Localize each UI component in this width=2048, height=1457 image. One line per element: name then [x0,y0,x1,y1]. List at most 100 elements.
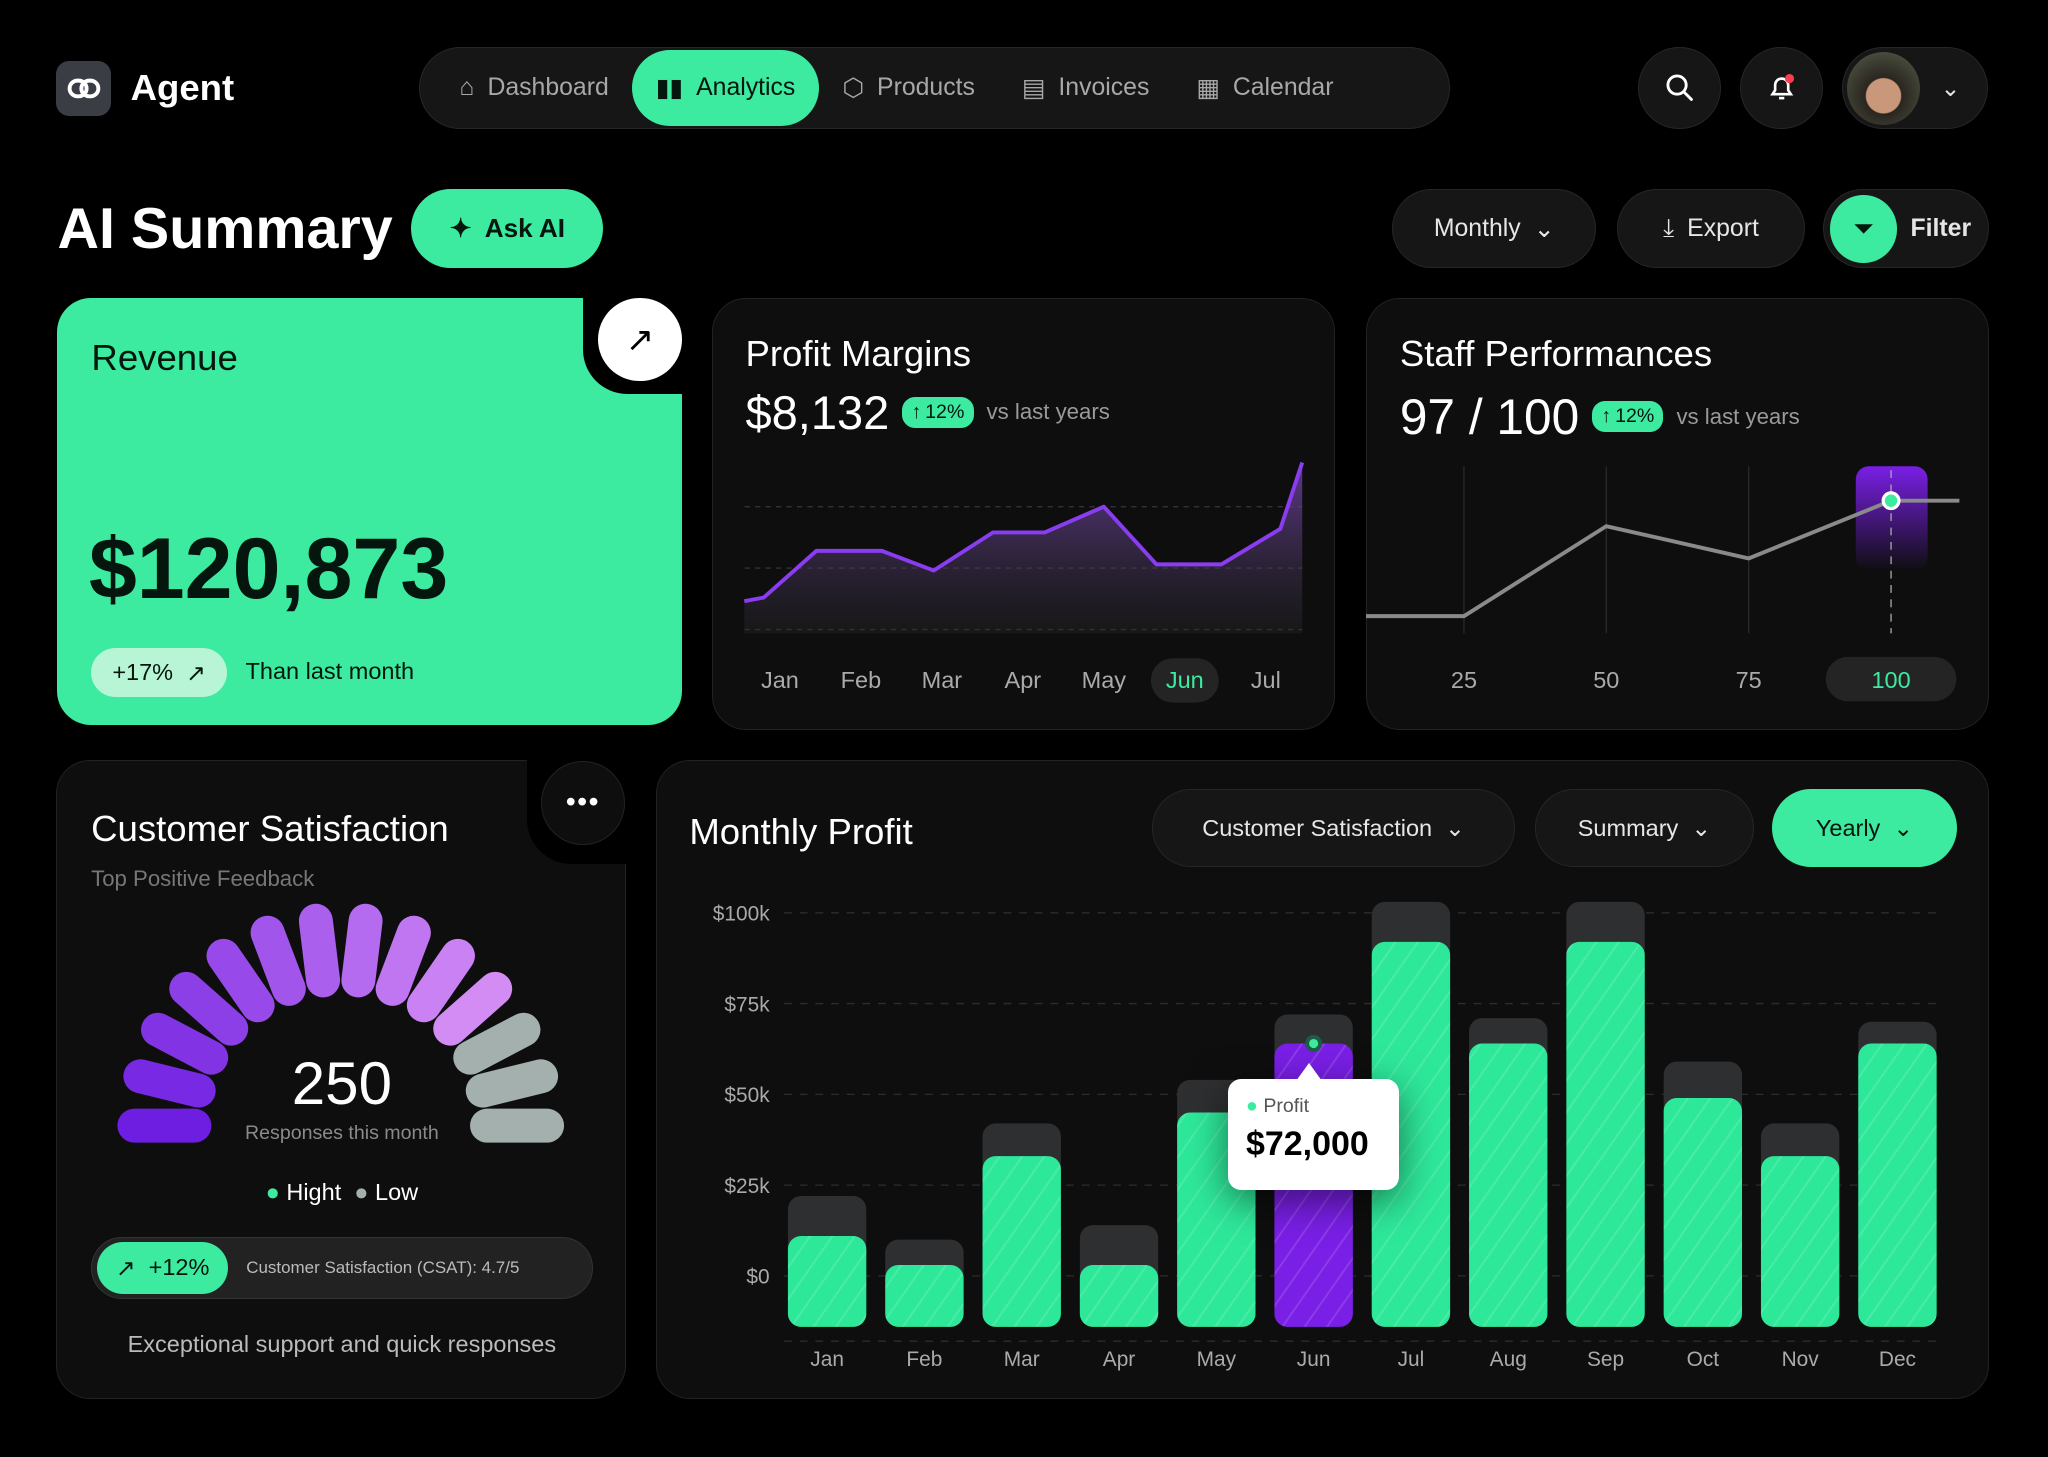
gauge-segment-high [169,972,249,1046]
calendar-icon: ▦ [1196,75,1220,103]
gauge-segment-high [250,915,306,1007]
export-button[interactable]: ⤓ Export [1616,189,1806,268]
satisfaction-gauge [117,904,565,1143]
card-title: Profit Margins [745,332,972,374]
bar-stripes [787,1236,866,1328]
profile-menu[interactable]: ⌄ [1841,47,1988,130]
area-fill [744,462,1303,634]
bar-stripes [1371,942,1450,1328]
nav-products[interactable]: ⬡ Products [842,74,975,103]
gauge-segment-high [375,915,432,1007]
x-tick-label: Oct [1686,1348,1719,1371]
x-tick-label: Mar [1003,1348,1039,1371]
arrow-up-right-icon: ↗ [625,320,655,359]
notifications-button[interactable] [1739,47,1824,130]
main-nav: ⌂ Dashboard ▮▮ Analytics ⬡ Products ▤ Invoic… [419,47,1450,130]
x-tick-label: Sep [1587,1348,1624,1371]
performance-line [1366,498,1960,619]
nav-analytics[interactable]: ▮▮ Analytics [632,50,819,127]
tooltip-pointer [1295,1063,1322,1082]
selected-month-highlight [1150,658,1219,703]
bar-stripes [1663,1098,1742,1328]
bar-stripes [1857,1043,1937,1328]
arrow-up-icon: ↑ [1601,405,1612,428]
metric-dropdown[interactable]: Customer Satisfaction ⌄ [1151,788,1516,868]
highlight-point [1304,1035,1322,1053]
nav-calendar[interactable]: ▦ Calendar [1196,74,1334,103]
x-tick-label: Nov [1781,1348,1819,1371]
staff-performance-chart: 25 50 75 100 [1366,466,1960,702]
search-button[interactable] [1637,47,1722,130]
gauge-segment-low [465,1059,559,1108]
profit-margins-chart: Jan Feb Mar Apr May Jun Jul [743,461,1304,703]
ask-ai-button[interactable]: ✦ Ask AI [411,189,604,268]
monthly-profit-chart: $100k $75k $50k $25k $0 Jan Feb Mar Apr May Jun Jul… [712,902,1940,1371]
x-tick-label: Dec [1879,1348,1916,1371]
bar-stripes [982,1156,1061,1328]
range-dropdown[interactable]: Yearly ⌄ [1772,788,1957,868]
arrow-up-right-icon: ↗ [186,659,206,686]
nav-invoices[interactable]: ▤ Invoices [1021,74,1150,103]
staff-score: 97 / 100 [1399,388,1580,445]
x-tick-label: Jun [1296,1348,1330,1371]
x-tick-label: 75 [1736,667,1762,693]
x-tick-label: Feb [840,667,880,693]
view-dropdown[interactable]: Summary ⌄ [1534,788,1755,868]
revenue-title: Revenue [91,336,238,378]
revenue-value: $120,873 [88,520,449,617]
more-options-button[interactable]: ••• [541,761,625,845]
x-tick-label: Apr [1102,1348,1135,1371]
card-subtitle: Top Positive Feedback [91,865,315,891]
open-revenue-button[interactable]: ↗ [598,297,682,382]
search-icon [1666,74,1693,102]
revenue-note: Than last month [245,658,415,685]
bar-stripes [1079,1265,1158,1328]
more-horizontal-icon: ••• [565,786,600,819]
area-line [743,461,1304,604]
revenue-card: Revenue $120,873 +17% ↗ Than last month ↗ [57,297,682,725]
profit-value: $8,132 [745,385,890,439]
chevron-down-icon: ⌄ [1940,75,1961,102]
logo[interactable] [56,61,111,117]
profit-summary: $8,132 ↑ 12% vs last years [745,385,1110,439]
bar-stripes [1468,1043,1548,1328]
filter-button[interactable]: ⏷ Filter [1823,189,1990,268]
nav-dashboard[interactable]: ⌂ Dashboard [459,74,609,102]
x-tick-label: May [1196,1348,1236,1371]
bell-icon [1769,74,1794,100]
x-tick-label: Jul [1397,1348,1424,1371]
responses-label: Responses this month [245,1121,439,1144]
bar-stripes [1566,942,1645,1328]
gauge-segment-high [407,939,476,1023]
csat-footer: Exceptional support and quick responses [127,1330,557,1357]
gauge-segment-high [123,1059,216,1108]
page-title: AI Summary [57,196,393,261]
gauge-segment-low [453,1012,541,1075]
change-badge: ↑ 12% [902,397,974,428]
x-tick-label: 50 [1593,667,1619,693]
filter-icon: ⏷ [1829,194,1898,263]
period-dropdown[interactable]: Monthly ⌄ [1392,189,1597,268]
x-tick-label: May [1081,667,1126,693]
gauge-segment-high [141,1012,229,1075]
y-tick-label: $50k [724,1084,770,1107]
x-tick-label: Jun [1166,667,1204,693]
legend-low: ● Low [354,1179,419,1206]
chevron-down-icon: ⌄ [1533,215,1555,243]
card-title: Monthly Profit [689,810,913,852]
chevron-down-icon: ⌄ [1445,815,1465,842]
sparkle-icon: ✦ [449,213,472,244]
tooltip-value: $72,000 [1246,1125,1369,1164]
arrow-up-right-icon: ↗ [115,1254,136,1281]
selected-tick-highlight [1825,656,1957,702]
staff-summary: 97 / 100 ↑ 12% vs last years [1399,388,1800,445]
profit-margins-card: Profit Margins $8,132 ↑ 12% vs last years [711,297,1335,731]
y-tick-label: $100k [712,903,769,926]
chevron-down-icon: ⌄ [1893,815,1914,842]
gauge-segment-high [299,904,341,998]
gauge-segment-high [433,972,513,1046]
y-tick-label: $25k [724,1175,770,1198]
x-tick-label: Jul [1251,667,1281,693]
x-tick-label: 100 [1872,667,1911,693]
card-title: Staff Performances [1399,332,1713,374]
